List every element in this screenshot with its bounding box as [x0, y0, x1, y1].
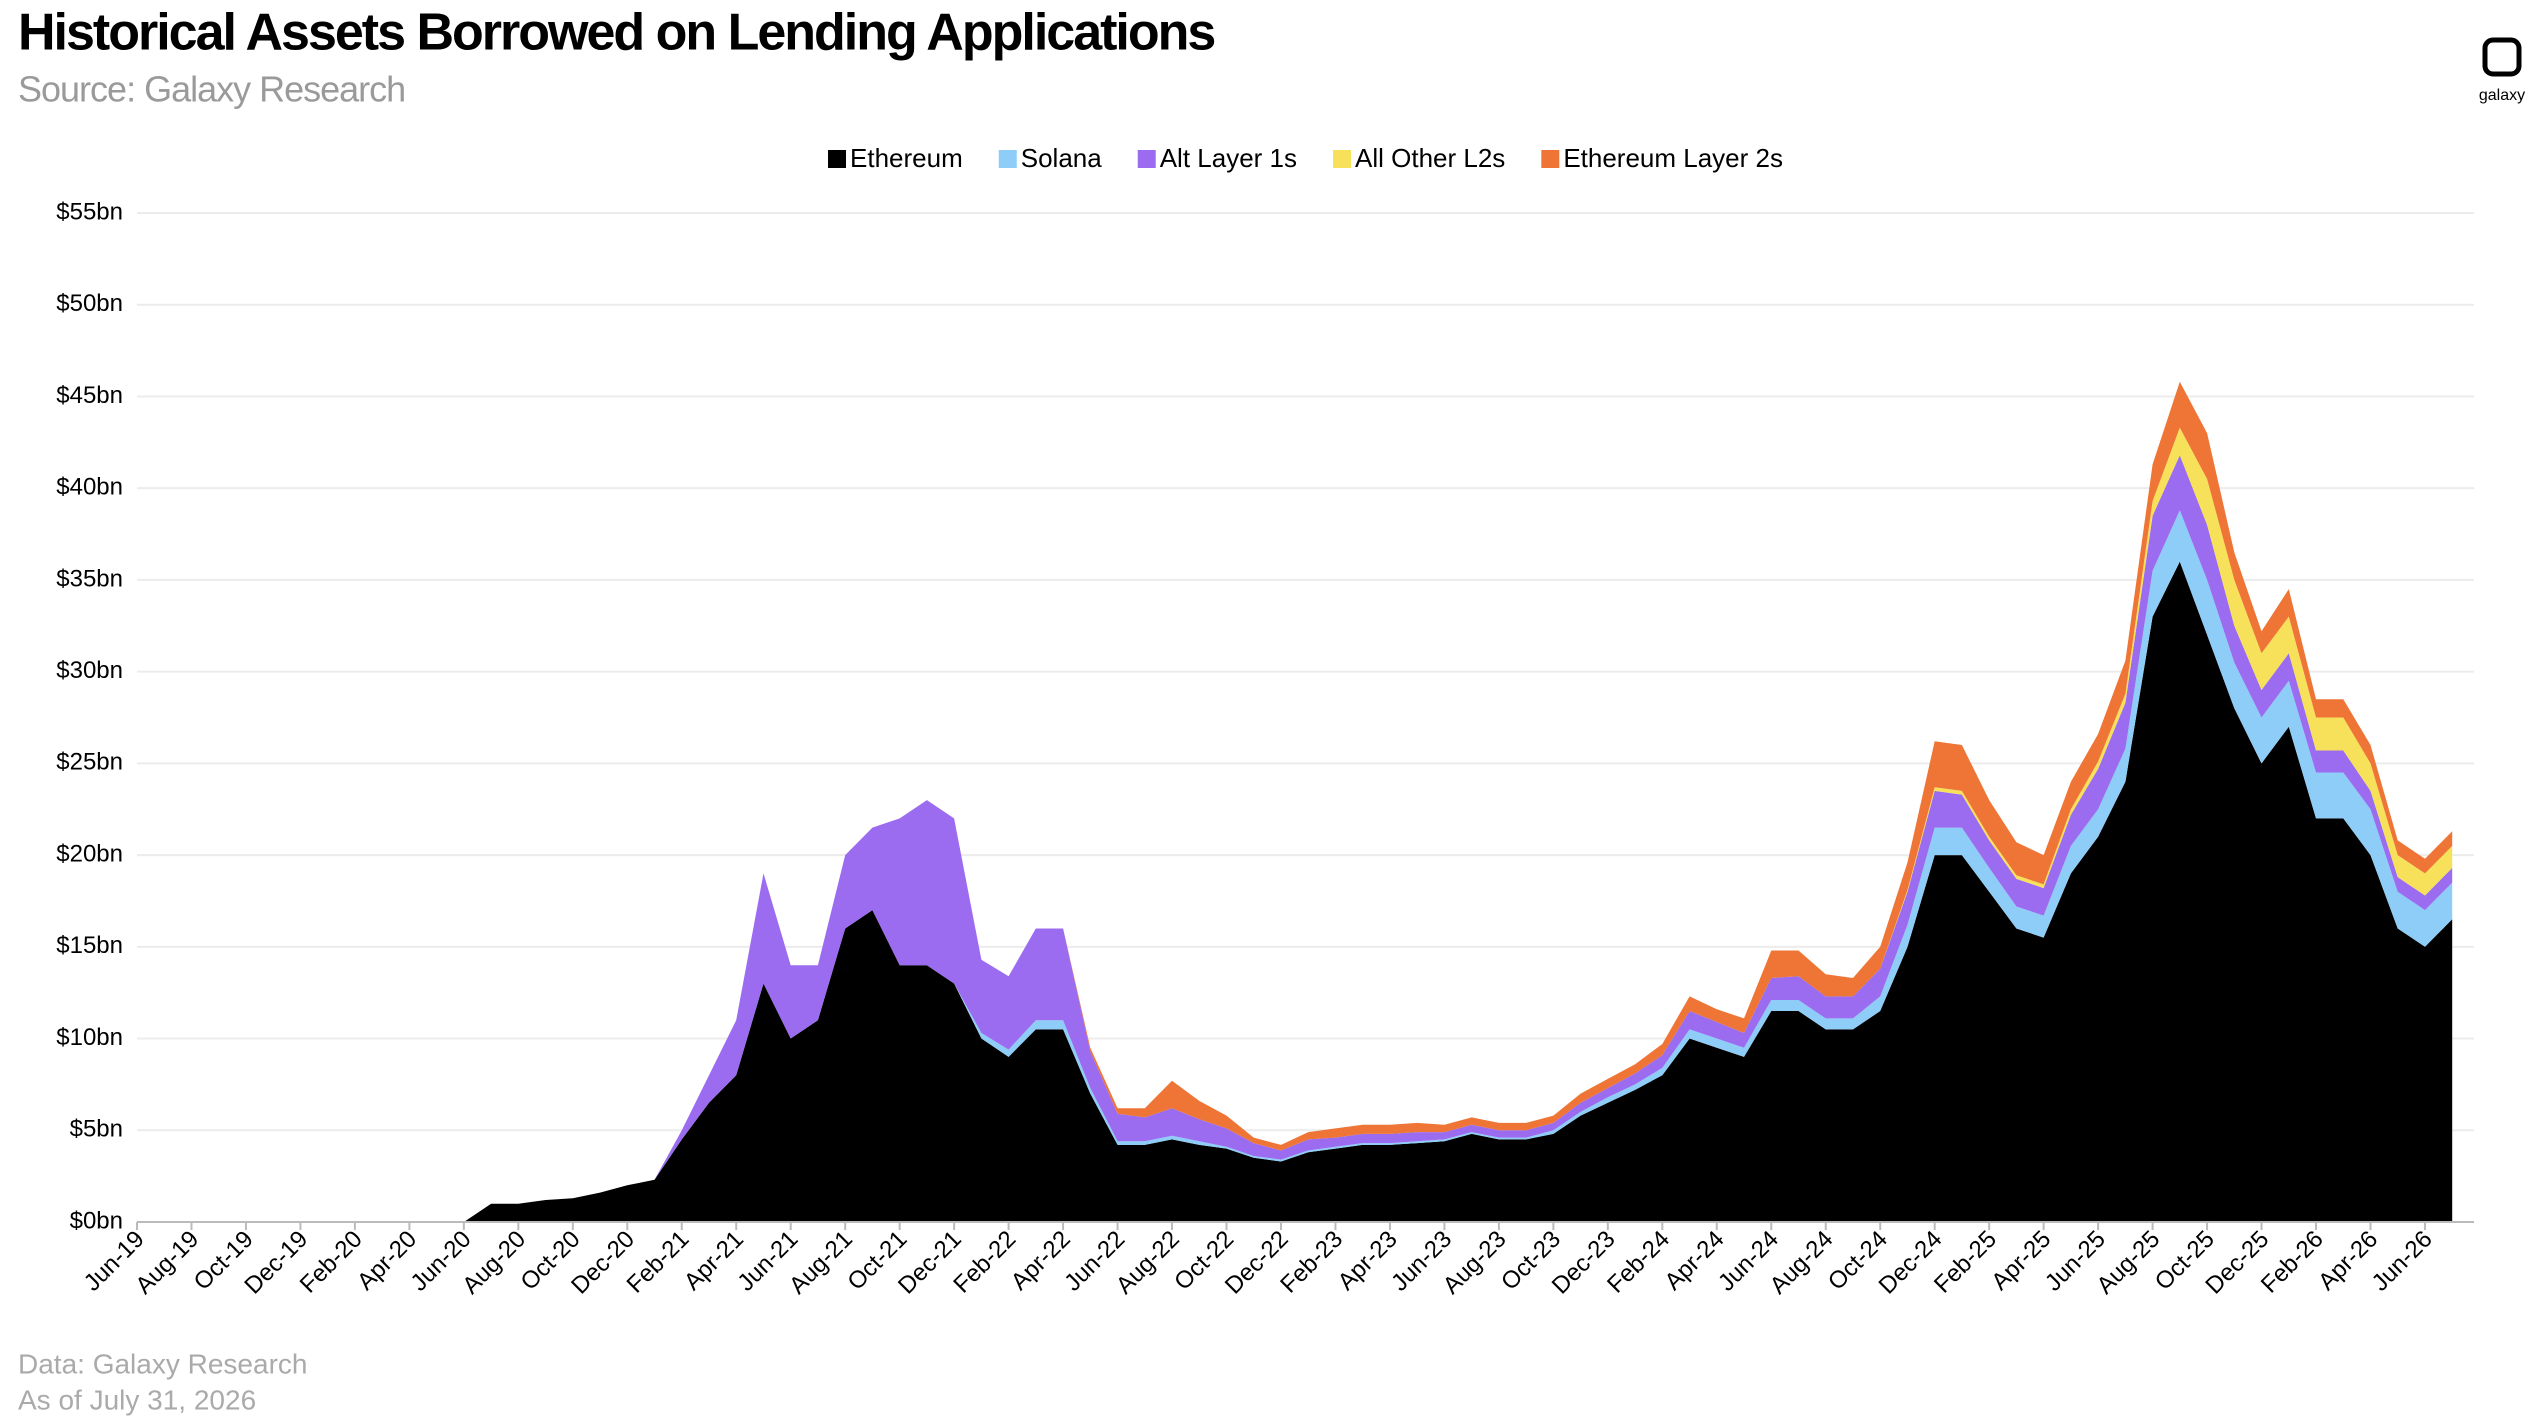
legend-label: Ethereum Layer 2s — [1563, 143, 1783, 173]
y-tick-label: $45bn — [56, 382, 123, 409]
y-tick-label: $35bn — [56, 565, 123, 592]
y-tick-label: $5bn — [70, 1116, 123, 1143]
footnote: As of July 31, 2026 — [18, 1384, 256, 1415]
x-tick-label: Apr-21 — [679, 1226, 749, 1296]
legend-swatch — [1333, 150, 1352, 168]
legend-swatch — [998, 150, 1017, 168]
x-tick-label: Apr-20 — [352, 1226, 422, 1296]
x-tick-label: Apr-22 — [1006, 1226, 1076, 1296]
y-tick-label: $40bn — [56, 474, 123, 501]
y-tick-label: $30bn — [56, 657, 123, 684]
x-tick-label: Feb-24 — [1602, 1226, 1675, 1299]
y-tick-label: $50bn — [56, 290, 123, 317]
y-tick-label: $55bn — [56, 198, 123, 225]
logo-icon — [2482, 37, 2522, 77]
x-tick-label: Feb-25 — [1929, 1226, 2002, 1299]
footnote: Data: Galaxy Research — [18, 1348, 307, 1379]
y-tick-label: $15bn — [56, 932, 123, 959]
legend-label: Solana — [1021, 143, 1102, 173]
legend: Ethereum Solana Alt Layer 1s All Other L2s E… — [828, 143, 1783, 173]
chart-subtitle: Source: Galaxy Research — [18, 69, 405, 110]
chart-title: Historical Assets Borrowed on Lending Ap… — [18, 4, 1214, 62]
y-tick-label: $20bn — [56, 840, 123, 867]
x-tick-label: Apr-25 — [1986, 1226, 2056, 1296]
x-tick-label: Apr-26 — [2313, 1226, 2383, 1296]
y-tick-label: $0bn — [70, 1207, 123, 1234]
x-tick-label: Feb-21 — [622, 1226, 695, 1299]
x-tick-label: Feb-26 — [2256, 1226, 2329, 1299]
legend-swatch — [1137, 150, 1156, 168]
legend-label: Ethereum — [850, 143, 963, 173]
x-tick-label: Feb-22 — [948, 1226, 1021, 1299]
y-tick-label: $10bn — [56, 1024, 123, 1051]
y-tick-label: $25bn — [56, 749, 123, 776]
logo-text: galaxy — [2479, 87, 2525, 104]
legend-swatch — [1541, 150, 1560, 168]
x-tick-label: Feb-23 — [1275, 1226, 1348, 1299]
x-tick-label: Jun-26 — [2367, 1226, 2438, 1297]
area — [137, 381, 2453, 1222]
x-tick-label: Apr-23 — [1333, 1226, 1403, 1296]
x-tick-label: Apr-24 — [1659, 1226, 1729, 1296]
legend-label: All Other L2s — [1355, 143, 1505, 173]
area — [137, 561, 2453, 1222]
legend-label: Alt Layer 1s — [1160, 143, 1297, 173]
x-tick-label: Feb-20 — [295, 1226, 368, 1299]
legend-swatch — [828, 150, 847, 168]
